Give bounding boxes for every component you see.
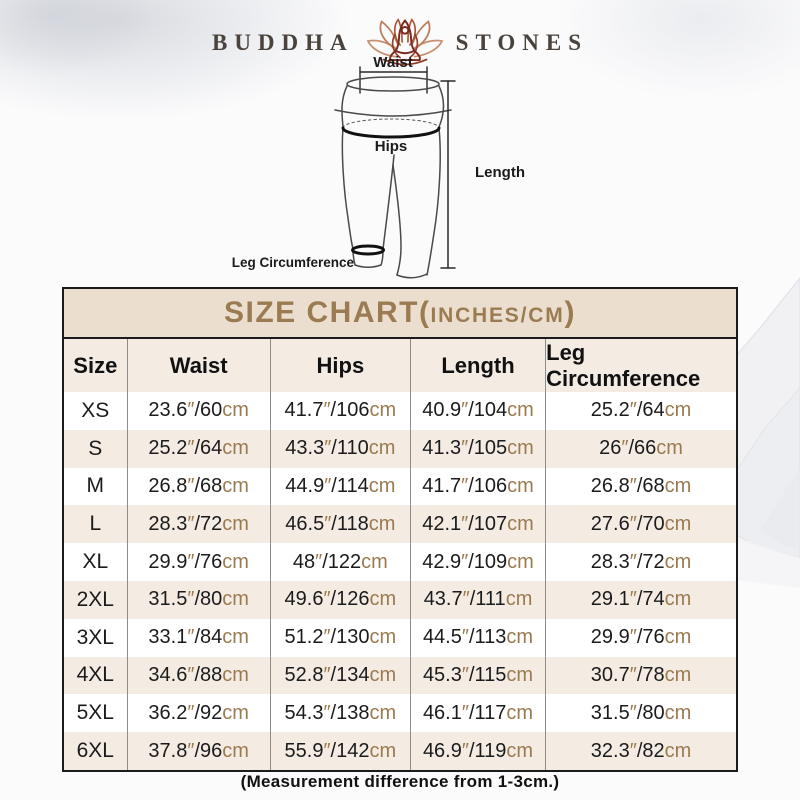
- measurement-footnote: (Measurement difference from 1-3cm.): [240, 772, 560, 791]
- column-header-row: Size Waist Hips Length Leg Circumference: [64, 339, 736, 392]
- hips-ellipse-dotted: [342, 118, 440, 129]
- brand-name-right: STONES: [455, 30, 589, 55]
- measurement-cell: 26.8 ″/68 cm: [128, 467, 271, 506]
- measurement-cell: 43.3 ″/110 cm: [271, 429, 411, 468]
- measurement-cell: 52.8 ″/134 cm: [271, 656, 411, 695]
- table-row: XL 29.9 ″/76 cm 48 ″/122 cm 42.9 ″/109 cm 28.3 ″/72…: [64, 543, 736, 581]
- measurement-cell: 44.9 ″/114 cm: [271, 467, 411, 506]
- measurement-cell: 49.6 ″/126 cm: [271, 580, 411, 619]
- lotus-meditation-icon: [366, 18, 444, 66]
- measurement-cell: 23.6 ″/60 cm: [128, 392, 271, 430]
- measurement-cell: 41.7 ″/106 cm: [271, 392, 411, 430]
- measurement-cell: 40.9 ″/104 cm: [411, 392, 547, 430]
- measurement-cell: 33.1 ″/84 cm: [128, 618, 271, 657]
- table-row: XS 23.6 ″/60 cm 41.7 ″/106 cm 40.9 ″/104 cm 25.2 ″ /…: [64, 392, 736, 430]
- measurement-cell: 34.6 ″/88 cm: [128, 656, 271, 695]
- column-header: Size: [64, 339, 128, 392]
- ink-cloud-top-right: [450, 0, 800, 180]
- measurement-cell: 41.3 ″/105 cm: [411, 429, 547, 468]
- measurement-cell: 25.2 ″/64 cm: [128, 429, 271, 468]
- size-chart-title-close: ): [564, 296, 577, 329]
- length-label: Length: [475, 164, 525, 181]
- measurement-cell: 55.9 ″/142 cm: [271, 732, 411, 770]
- table-row: 5XL 36.2 ″/92 cm 54.3 ″/138 cm 46.1 ″/117 cm 31.5 ″…: [64, 694, 736, 733]
- table-body: XS 23.6 ″/60 cm 41.7 ″/106 cm 40.9 ″/104 cm 25.2 ″ /…: [64, 392, 736, 770]
- ink-cloud-top-left-dark: [0, 0, 260, 140]
- measurement-cell: 51.2 ″/130 cm: [271, 618, 411, 657]
- measurement-cell: 42.9 ″/109 cm: [411, 543, 547, 581]
- table-row: 6XL 37.8 ″/96 cm 55.9 ″/142 cm 46.9 ″/119 cm 32.3 ″…: [64, 732, 736, 770]
- leg-circumference-label: Leg Circumference: [232, 255, 355, 270]
- measurement-cell: 30.7 ″/78 cm: [590, 663, 692, 686]
- measurement-cell: 28.3 ″/72 cm: [128, 505, 271, 544]
- measurement-cell: 28.3 ″/72 cm: [590, 550, 692, 573]
- size-cell: XS: [64, 392, 128, 430]
- measurement-cell: 44.5 ″/113 cm: [411, 618, 547, 657]
- size-cell: 4XL: [64, 656, 128, 695]
- measurement-cell: 46.5 ″/118 cm: [271, 505, 411, 544]
- measurement-cell: 48 ″/122 cm: [271, 543, 411, 581]
- measurement-cell: 29.9 ″/76 cm: [590, 626, 692, 649]
- table-row: L 28.3 ″/72 cm 46.5 ″/118 cm 42.1 ″/107 cm 27.6 ″/7…: [64, 505, 736, 544]
- size-chart-title-band: SIZE CHART(INCHES/CM): [64, 289, 736, 339]
- measurement-cell: 29.1 ″/74 cm: [590, 588, 692, 611]
- measurement-cell: 32.3 ″/82 cm: [590, 739, 692, 762]
- measurement-cell: 37.8 ″/96 cm: [128, 732, 271, 770]
- size-cell: 2XL: [64, 580, 128, 619]
- size-chart-table: SIZE CHART(INCHES/CM) Size Waist Hips Lengt…: [62, 287, 738, 772]
- pants-measurement-diagram: Waist Hips Length Leg Circumference: [232, 54, 525, 279]
- table-row: S 25.2 ″/64 cm 43.3 ″/110 cm 41.3 ″/105 cm 26 ″/66 c…: [64, 429, 736, 468]
- waist-label: Waist: [373, 54, 412, 71]
- hips-label: Hips: [375, 138, 408, 155]
- measurement-cell: 27.6 ″/70 cm: [590, 512, 692, 535]
- measurement-cell: 54.3 ″/138 cm: [271, 694, 411, 733]
- measurement-cell: 36.2 ″/92 cm: [128, 694, 271, 733]
- column-header: Hips: [271, 339, 411, 392]
- pants-outline: [334, 76, 452, 279]
- size-cell: M: [64, 467, 128, 506]
- length-dimension-line: [440, 80, 456, 269]
- measurement-cell: 45.3 ″/115 cm: [411, 656, 547, 695]
- measurement-cell: 31.5 ″/80 cm: [590, 701, 692, 724]
- size-cell: 3XL: [64, 618, 128, 657]
- size-cell: 6XL: [64, 732, 128, 770]
- measurement-cell: 41.7 ″/106 cm: [411, 467, 547, 506]
- size-cell: L: [64, 505, 128, 544]
- measurement-cell: 46.9 ″/119 cm: [411, 732, 547, 770]
- size-cell: 5XL: [64, 694, 128, 733]
- measurement-cell: 31.5 ″/80 cm: [128, 580, 271, 619]
- hips-ellipse-bold: [341, 126, 441, 139]
- table-row: 2XL 31.5 ″/80 cm 49.6 ″/126 cm 43.7 ″/111 cm 29.1 ″…: [64, 580, 736, 619]
- leg-hem-ellipse: [351, 244, 385, 256]
- measurement-cell: 26 ″/66 cm: [599, 437, 683, 460]
- measurement-cell: 42.1 ″/107 cm: [411, 505, 547, 544]
- column-header: Length: [411, 339, 547, 392]
- size-cell: S: [64, 429, 128, 468]
- size-cell: XL: [64, 543, 128, 581]
- table-row: 4XL 34.6 ″/88 cm 52.8 ″/134 cm 45.3 ″/115 cm 30.7 ″…: [64, 656, 736, 695]
- measurement-cell: 46.1 ″/117 cm: [411, 694, 547, 733]
- column-header: Waist: [128, 339, 271, 392]
- table-row: 3XL 33.1 ″/84 cm 51.2 ″/130 cm 44.5 ″/113 cm 29.9 ″…: [64, 618, 736, 657]
- column-header: Leg Circumference: [546, 339, 701, 391]
- measurement-cell: 43.7 ″/111 cm: [411, 580, 547, 619]
- brand-name-left: BUDDHA: [211, 30, 354, 55]
- measurement-cell: 25.2 ″/64 cm: [590, 399, 692, 422]
- brand-logo: BUDDHA: [0, 14, 800, 72]
- measurement-cell: 26.8 ″/68 cm: [590, 474, 692, 497]
- measurement-cell: 29.9 ″/76 cm: [128, 543, 271, 581]
- size-chart-title-units: INCHES/CM: [430, 304, 565, 327]
- size-chart-title: SIZE CHART(: [223, 296, 431, 329]
- table-row: M 26.8 ″/68 cm 44.9 ″/114 cm 41.7 ″/106 cm 26.8 ″/6…: [64, 467, 736, 506]
